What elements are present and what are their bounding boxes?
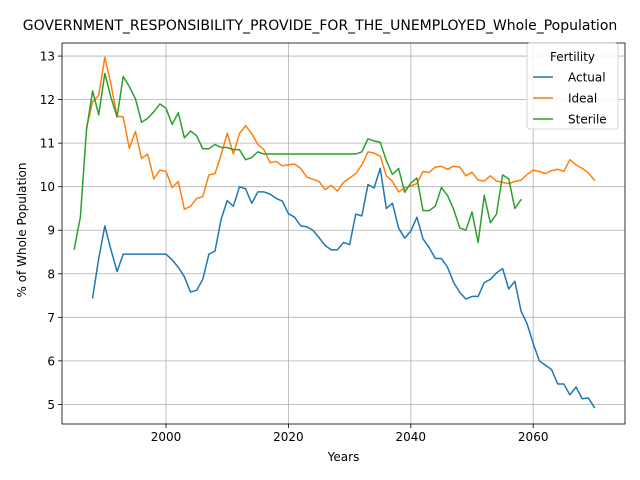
y-tick-label: 7 [47, 311, 55, 325]
grid [62, 43, 625, 424]
legend-title: Fertility [550, 50, 595, 64]
legend-box [526, 42, 619, 130]
x-ticks: 2000 2020 2040 2060 [151, 424, 549, 444]
series-line-sterile [73, 72, 523, 250]
legend: Fertility Actual Ideal Sterile [526, 42, 619, 130]
legend-label-ideal: Ideal [568, 92, 597, 106]
y-tick-label: 12 [40, 93, 55, 107]
y-tick-label: 6 [47, 354, 55, 368]
chart-title: GOVERNMENT_RESPONSIBILITY_PROVIDE_FOR_TH… [23, 18, 618, 34]
legend-label-actual: Actual [568, 71, 606, 85]
y-tick-label: 5 [47, 398, 55, 412]
y-ticks: 5 6 7 8 9 10 11 12 13 [40, 50, 62, 412]
y-tick-label: 13 [40, 50, 55, 64]
x-tick-label: 2060 [518, 430, 549, 444]
x-axis-label: Years [327, 450, 360, 464]
y-axis-label: % of Whole Population [15, 163, 29, 298]
y-tick-label: 9 [47, 224, 55, 238]
y-tick-label: 8 [47, 267, 55, 281]
legend-label-sterile: Sterile [568, 113, 607, 127]
legend-entries: Actual Ideal Sterile [533, 71, 607, 127]
axes-frame [61, 42, 626, 425]
series-line-actual [91, 167, 596, 409]
plot-lines [73, 56, 596, 409]
x-tick-label: 2040 [396, 430, 427, 444]
x-tick-label: 2000 [151, 430, 182, 444]
y-tick-label: 10 [40, 180, 55, 194]
y-tick-label: 11 [40, 137, 55, 151]
x-tick-label: 2020 [273, 430, 304, 444]
